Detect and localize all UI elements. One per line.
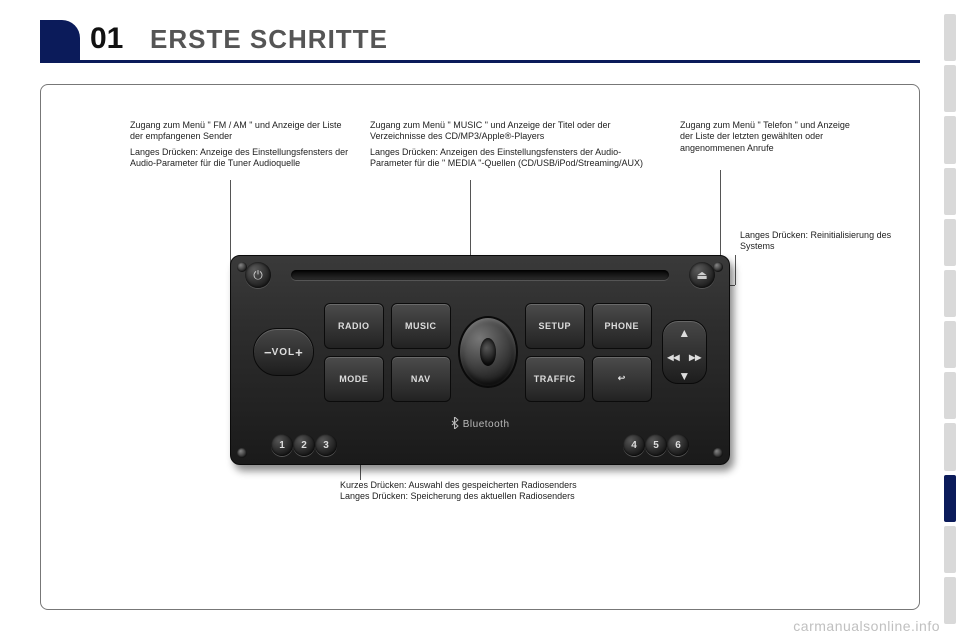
cd-slot[interactable] [291, 270, 669, 280]
power-button[interactable]: ⏻ [245, 262, 271, 288]
page-header: 01 ERSTE SCHRITTE [40, 20, 920, 76]
volume-label: VOL [272, 347, 296, 358]
callout-text: Zugang zum Menü " Telefon " und Anzeige … [680, 120, 860, 154]
back-button[interactable]: ↩ [592, 356, 652, 402]
callout-music: Zugang zum Menü " MUSIC " und Anzeige de… [370, 120, 655, 169]
leader-line [230, 180, 231, 265]
leader-line [735, 255, 736, 285]
callout-reset: Langes Drücken: Reinitialisierung des Sy… [740, 230, 920, 253]
seek-up-icon: ▲ [678, 326, 690, 340]
chapter-number: 01 [90, 22, 123, 56]
power-icon: ⏻ [253, 268, 263, 283]
callout-text: Langes Drücken: Reinitialisierung des Sy… [740, 230, 920, 253]
preset-row: 1 2 3 4 5 6 [259, 434, 701, 456]
preset-button-4[interactable]: 4 [623, 434, 645, 456]
header-divider [40, 60, 920, 63]
volume-up-icon: + [295, 345, 303, 360]
bluetooth-label: Bluetooth [231, 417, 729, 430]
seek-down-icon: ▼ [678, 369, 690, 383]
preset-button-2[interactable]: 2 [293, 434, 315, 456]
callout-presets: Kurzes Drücken: Auswahl des gespeicherte… [340, 480, 660, 503]
setup-button[interactable]: SETUP [525, 303, 585, 349]
callout-text: Zugang zum Menü " MUSIC " und Anzeige de… [370, 120, 655, 143]
eject-button[interactable]: ⏏ [689, 262, 715, 288]
volume-rocker[interactable]: − VOL + [253, 328, 314, 376]
bluetooth-icon [450, 417, 459, 429]
volume-down-icon: − [264, 345, 272, 360]
radio-head-unit: ⏻ ⏏ − VOL + RADIO MUSIC SETUP PHONE [230, 255, 730, 465]
seek-next-icon: ▸▸ [689, 350, 701, 364]
seek-rocker[interactable]: ▲ ◂◂ ▸▸ ▼ [662, 320, 707, 384]
callout-radio: Zugang zum Menü " FM / AM " und Anzeige … [130, 120, 350, 169]
preset-button-3[interactable]: 3 [315, 434, 337, 456]
header-tab-nub [40, 20, 80, 60]
nav-button[interactable]: NAV [391, 356, 451, 402]
callout-phone: Zugang zum Menü " Telefon " und Anzeige … [680, 120, 860, 154]
margin-index-bar [944, 14, 956, 624]
screw-icon [713, 448, 723, 458]
watermark: carmanualsonline.info [793, 618, 940, 634]
chapter-title: ERSTE SCHRITTE [150, 24, 388, 55]
seek-prev-icon: ◂◂ [668, 350, 680, 364]
rotary-knob[interactable] [458, 303, 518, 402]
callout-text: Zugang zum Menü " FM / AM " und Anzeige … [130, 120, 350, 143]
phone-button[interactable]: PHONE [592, 303, 652, 349]
leader-line [720, 170, 721, 265]
preset-button-6[interactable]: 6 [667, 434, 689, 456]
radio-button[interactable]: RADIO [324, 303, 384, 349]
preset-button-1[interactable]: 1 [271, 434, 293, 456]
callout-text: Langes Drücken: Anzeigen des Einstellung… [370, 147, 655, 170]
screw-icon [237, 448, 247, 458]
preset-button-5[interactable]: 5 [645, 434, 667, 456]
callout-text: Kurzes Drücken: Auswahl des gespeicherte… [340, 480, 660, 491]
music-button[interactable]: MUSIC [391, 303, 451, 349]
callout-text: Langes Drücken: Anzeige des Einstellungs… [130, 147, 350, 170]
leader-line [470, 180, 471, 260]
bluetooth-text: Bluetooth [463, 419, 510, 430]
traffic-button[interactable]: TRAFFIC [525, 356, 585, 402]
callout-text: Langes Drücken: Speicherung des aktuelle… [340, 491, 660, 502]
mode-button[interactable]: MODE [324, 356, 384, 402]
eject-icon: ⏏ [696, 268, 707, 282]
